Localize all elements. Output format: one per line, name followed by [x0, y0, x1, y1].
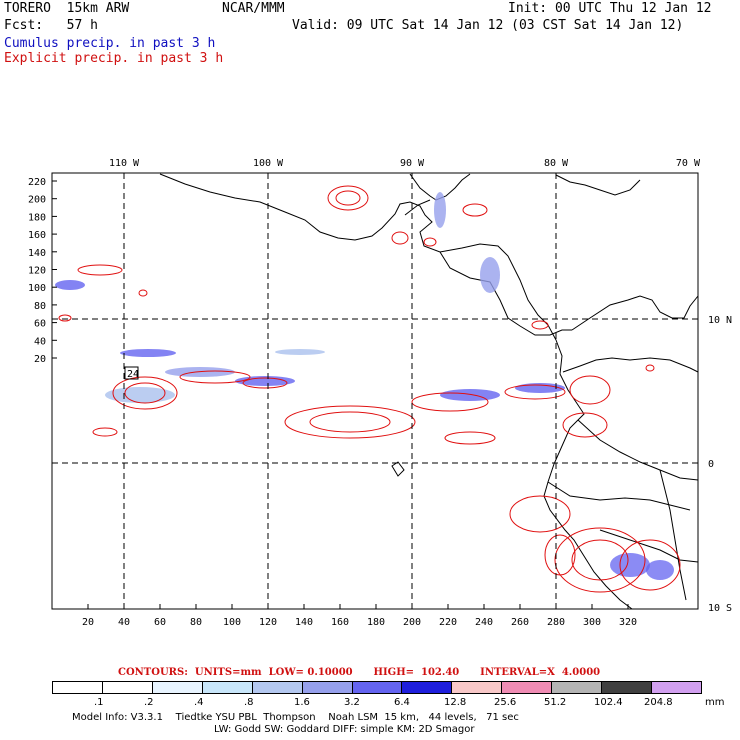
colorbar-label: .2: [144, 697, 154, 708]
colorbar-label: 3.2: [344, 697, 360, 708]
y-tick-label: 220: [28, 177, 46, 188]
colorbar-label: 1.6: [294, 697, 310, 708]
colorbar-swatch: [652, 682, 701, 693]
x-tick-label: 300: [583, 617, 601, 628]
latitude-label: 0: [708, 459, 714, 470]
y-tick-label: 60: [34, 319, 46, 330]
colorbar-swatch: [502, 682, 553, 693]
longitude-label: 80 W: [544, 158, 569, 169]
cumulus-precip: [55, 192, 674, 580]
x-tick-label: 200: [403, 617, 421, 628]
bottom-axis-ticks: 20 40 60 80 100 120 140 160 180 200 220 240 260 280 30…: [82, 604, 637, 628]
latitude-label: 10 N: [708, 315, 732, 326]
y-tick-label: 20: [34, 354, 46, 365]
colorbar-swatch: [402, 682, 453, 693]
model-info-line2: LW: Godd SW: Goddard DIFF: simple KM: 2D…: [214, 724, 475, 735]
colorbar-swatch: [152, 682, 203, 693]
y-tick-label: 180: [28, 212, 46, 223]
x-tick-label: 60: [154, 617, 166, 628]
annotation-box: [124, 366, 139, 380]
colorbar-unit: mm: [705, 697, 725, 708]
x-tick-label: 20: [82, 617, 94, 628]
longitude-label: 70 W: [676, 158, 701, 169]
annotation-label: 24: [127, 369, 139, 380]
x-tick-label: 180: [367, 617, 385, 628]
top-axis-ticks: 110 W 100 W 90 W 80 W 70 W: [109, 158, 701, 169]
colorbar-swatch: [302, 682, 353, 693]
forecast-hour: Fcst: 57 h: [4, 18, 98, 33]
colorbar-label: .4: [194, 697, 204, 708]
x-tick-label: 40: [118, 617, 130, 628]
y-tick-label: 160: [28, 230, 46, 241]
explicit-precip: [58, 185, 681, 593]
colorbar-swatch: [602, 682, 653, 693]
y-tick-label: 200: [28, 195, 46, 206]
colorbar-swatch: [552, 682, 603, 693]
colorbar-label: 12.8: [444, 697, 467, 708]
init-time: Init: 00 UTC Thu 12 Jan 12: [508, 1, 712, 16]
colorbar-label: .8: [244, 697, 254, 708]
valid-time: Valid: 09 UTC Sat 14 Jan 12 (03 CST Sat …: [292, 18, 684, 33]
x-tick-label: 120: [259, 617, 277, 628]
contour-info: CONTOURS: UNITS=mm LOW= 0.10000 HIGH= 10…: [118, 667, 601, 678]
x-tick-label: 100: [223, 617, 241, 628]
graticule: [52, 173, 698, 609]
org-label: NCAR/MMM: [222, 1, 285, 16]
x-tick-label: 280: [547, 617, 565, 628]
colorbar-swatch: [53, 682, 103, 693]
colorbar-label: 6.4: [394, 697, 410, 708]
x-tick-label: 160: [331, 617, 349, 628]
left-axis-ticks: 220 200 180 160 140 120 100 80 60 40 20: [28, 177, 57, 365]
y-tick-label: 40: [34, 336, 46, 347]
y-tick-label: 80: [34, 301, 46, 312]
longitude-label: 110 W: [109, 158, 140, 169]
colorbar-label: .1: [94, 697, 104, 708]
colorbar-swatch: [352, 682, 403, 693]
explicit-legend: Explicit precip. in past 3 h: [4, 51, 224, 66]
x-tick-label: 240: [475, 617, 493, 628]
latitude-label: 10 S: [708, 603, 732, 614]
colorbar-label: 25.6: [494, 697, 517, 708]
colorbar: [52, 681, 702, 694]
x-tick-label: 260: [511, 617, 529, 628]
colorbar-swatch: [252, 682, 303, 693]
x-tick-label: 80: [190, 617, 202, 628]
colorbar-label: 102.4: [594, 697, 623, 708]
x-tick-label: 320: [619, 617, 637, 628]
colorbar-swatch: [102, 682, 153, 693]
y-tick-label: 100: [28, 283, 46, 294]
cumulus-legend: Cumulus precip. in past 3 h: [4, 36, 216, 51]
colorbar-swatch: [202, 682, 253, 693]
longitude-label: 100 W: [253, 158, 284, 169]
x-tick-label: 220: [439, 617, 457, 628]
colorbar-label: 204.8: [644, 697, 673, 708]
model-info-line1: Model Info: V3.3.1 Tiedtke YSU PBL Thomp…: [72, 712, 519, 723]
y-tick-label: 140: [28, 248, 46, 259]
longitude-label: 90 W: [400, 158, 425, 169]
y-tick-label: 120: [28, 266, 46, 277]
colorbar-swatch: [452, 682, 503, 693]
x-tick-label: 140: [295, 617, 313, 628]
model-title: TORERO 15km ARW: [4, 1, 130, 16]
colorbar-label: 51.2: [544, 697, 567, 708]
right-axis-ticks: 10 N 0 10 S: [708, 315, 732, 614]
